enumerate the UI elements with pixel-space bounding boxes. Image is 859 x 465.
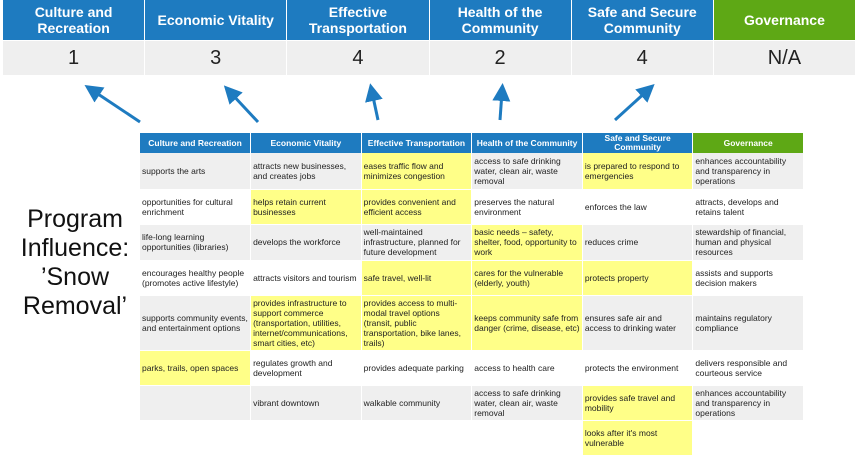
table-cell: encourages healthy people (promotes acti… [140,260,252,296]
table-cell: attracts new businesses, and creates job… [250,153,362,190]
table-cell: is prepared to respond to emergencies [582,153,694,190]
table-cell: keeps community safe from danger (crime,… [471,295,583,351]
column-header: Safe and Secure Community [582,133,694,153]
table-cell: develops the workforce [250,224,362,261]
table-cell: provides adequate parking [361,350,473,386]
column-header: Culture and Recreation [140,133,252,153]
table-row: supports the arts attracts new businesses… [140,153,804,190]
program-influence-label: Program Influence: ’Snow Removal’ [20,205,130,320]
table-cell: life-long learning opportunities (librar… [140,224,252,261]
arrow-transportation [365,83,383,121]
summary-score: 4 [571,40,714,75]
table-cell: parks, trails, open spaces [140,350,252,386]
table-row: vibrant downtown walkable community access… [140,385,804,421]
column-header: Governance [692,133,804,153]
summary-header: Governance [713,0,856,40]
table-cell: delivers responsible and courteous servi… [692,350,804,386]
table-cell: supports community events, and entertain… [140,295,252,351]
table-row: encourages healthy people (promotes acti… [140,260,804,296]
table-cell [471,420,583,456]
arrow-safe [613,83,655,122]
table-cell: provides access to multi-modal travel op… [361,295,473,351]
arrow-culture [84,85,141,124]
table-cell: vibrant downtown [250,385,362,421]
table-cell: access to health care [471,350,583,386]
summary-score: 3 [145,40,288,75]
table-cell: looks after it's most vulnerable [582,420,694,456]
table-cell: provides convenient and efficient access [361,189,473,225]
summary-score: 4 [287,40,430,75]
table-row: looks after it's most vulnerable [140,420,804,456]
table-row: parks, trails, open spaces regulates grow… [140,350,804,386]
table-cell: assists and supports decision makers [692,260,804,296]
table-cell: helps retain current businesses [250,189,362,225]
column-header: Effective Transportation [361,133,473,153]
table-cell: supports the arts [140,153,252,190]
summary-scores: Culture and Recreation Economic Vitality E… [3,0,856,75]
table-cell [140,385,252,421]
table-cell: enhances accountability and transparency… [692,385,804,421]
table-cell: reduces crime [582,224,694,261]
table-row: life-long learning opportunities (librar… [140,224,804,261]
column-header: Economic Vitality [250,133,362,153]
summary-score: N/A [713,40,856,75]
table-cell: protects property [582,260,694,296]
summary-score: 1 [3,40,146,75]
summary-header: Economic Vitality [145,0,288,40]
table-cell: attracts visitors and tourism [250,260,362,296]
table-cell: basic needs – safety, shelter, food, opp… [471,224,583,261]
column-header: Health of the Community [471,133,583,153]
summary-header: Health of the Community [429,0,572,40]
table-cell: ensures safe air and access to drinking … [582,295,694,351]
table-cell: protects the environment [582,350,694,386]
table-cell: attracts, develops and retains talent [692,189,804,225]
table-cell: provides infrastructure to support comme… [250,295,362,351]
table-cell: regulates growth and development [250,350,362,386]
arrow-economic [223,85,260,124]
table-cell: eases traffic flow and minimizes congest… [361,153,473,190]
arrows [84,83,655,124]
summary-header: Safe and Secure Community [571,0,714,40]
summary-header: Effective Transportation [287,0,430,40]
table-cell: walkable community [361,385,473,421]
table-cell: access to safe drinking water, clean air… [471,153,583,190]
table-cell: well-maintained infrastructure, planned … [361,224,473,261]
table-row: opportunities for cultural enrichment hel… [140,189,804,225]
table-cell: opportunities for cultural enrichment [140,189,252,225]
table-cell: safe travel, well-lit [361,260,473,296]
table-cell [140,420,252,456]
arrow-health [492,83,511,121]
table-cell: access to safe drinking water, clean air… [471,385,583,421]
table-cell [250,420,362,456]
table-cell: stewardship of financial, human and phys… [692,224,804,261]
summary-header: Culture and Recreation [3,0,146,40]
table-cell: enhances accountability and transparency… [692,153,804,190]
summary-score: 2 [429,40,572,75]
table-cell: preserves the natural environment [471,189,583,225]
table-cell [692,420,804,456]
table-cell: cares for the vulnerable (elderly, youth… [471,260,583,296]
table-cell: enforces the law [582,189,694,225]
table-cell: provides safe travel and mobility [582,385,694,421]
table-cell: maintains regulatory compliance [692,295,804,351]
influence-table: Culture and Recreation Economic Vitality E… [140,133,804,456]
table-cell [361,420,473,456]
table-row: supports community events, and entertain… [140,295,804,351]
